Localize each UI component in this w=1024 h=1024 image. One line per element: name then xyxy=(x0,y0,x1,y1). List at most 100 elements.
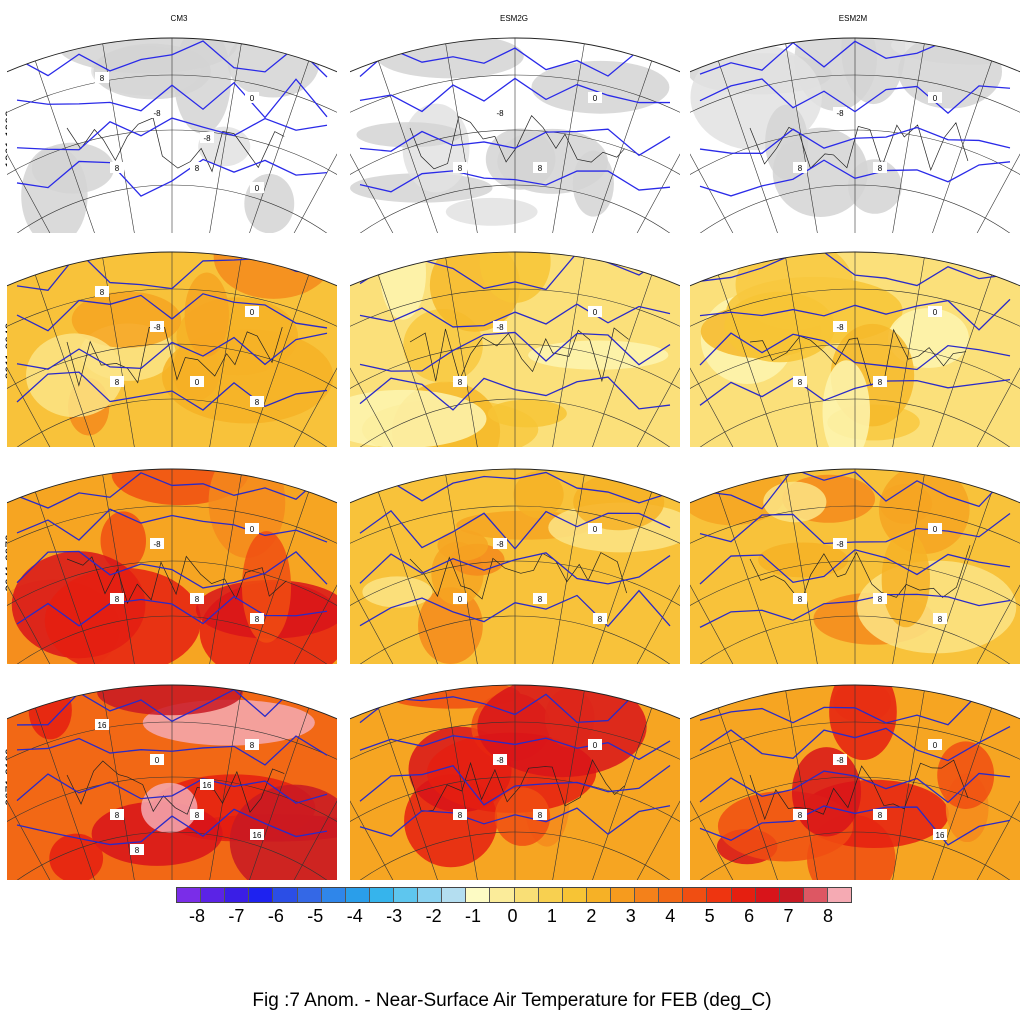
field-region xyxy=(49,833,104,880)
contour-label: 8 xyxy=(598,615,603,624)
contour-label: 8 xyxy=(538,811,543,820)
map-panel: 0 8 8 8 16 16 16 8 xyxy=(7,665,337,880)
colorbar-cell xyxy=(201,888,226,902)
contour-label: -8 xyxy=(836,756,844,765)
map-svg: -8 0 8 8 xyxy=(350,684,680,880)
map-svg: -8 0 8 8 xyxy=(690,37,1020,233)
contour-label: -8 xyxy=(836,323,844,332)
colorbar-cell xyxy=(827,888,852,902)
colorbar-cell xyxy=(755,888,780,902)
colorbar-cell xyxy=(177,888,202,902)
field-region xyxy=(528,340,669,370)
map-panel: -8 0 0 8 8 xyxy=(350,449,680,664)
colorbar-cell xyxy=(683,888,708,902)
map-svg: 0 8 8 8 16 16 16 8 xyxy=(7,684,337,880)
contour-label: 8 xyxy=(100,288,105,297)
colorbar-tick-label: -6 xyxy=(267,906,284,926)
colorbar-tick-label: 0 xyxy=(507,906,518,926)
column-title-cm3: CM3 xyxy=(170,14,188,23)
map-svg: -8 0 8 8 0 8 -8 xyxy=(7,37,337,233)
colorbar-tick-label: -1 xyxy=(465,906,482,926)
contour-label: 0 xyxy=(593,525,598,534)
contour-label: 0 xyxy=(250,94,255,103)
field-region xyxy=(229,784,337,880)
contour-label: 16 xyxy=(936,831,945,840)
colorbar-cell xyxy=(273,888,298,902)
field-region xyxy=(724,291,835,363)
field-region xyxy=(758,542,849,578)
map-panel: -8 0 8 8 8 xyxy=(690,449,1020,664)
field-region xyxy=(57,38,237,74)
colorbar-cell xyxy=(466,888,491,902)
colorbar-cell xyxy=(345,888,370,902)
contour-label: 0 xyxy=(250,308,255,317)
colorbar-cell xyxy=(369,888,394,902)
colorbar-cell xyxy=(586,888,611,902)
field-region xyxy=(184,272,229,357)
field-region xyxy=(362,576,433,608)
contour-label: 0 xyxy=(155,756,160,765)
colorbar-tick-label: -7 xyxy=(228,906,245,926)
map-panel: -8 0 8 8 0 8 -8 xyxy=(7,18,337,233)
column-title-esm2m: ESM2M xyxy=(838,14,868,23)
colorbar-cell xyxy=(490,888,515,902)
field-region xyxy=(477,685,647,778)
contour-label: 8 xyxy=(938,615,943,624)
map-svg: -8 0 8 8 8 xyxy=(690,468,1020,664)
field-region xyxy=(829,685,897,760)
contour-label: 8 xyxy=(195,811,200,820)
colorbar-tick-label: -2 xyxy=(425,906,442,926)
field-region xyxy=(100,511,147,571)
contour-label: 8 xyxy=(878,164,883,173)
field-region xyxy=(26,333,124,418)
contour-label: 8 xyxy=(878,811,883,820)
colorbar-tick-label: 8 xyxy=(822,906,833,926)
field-region xyxy=(227,38,320,98)
map-svg: -8 0 8 8 8 xyxy=(7,468,337,664)
contour-label: 8 xyxy=(255,615,260,624)
field-region xyxy=(141,782,198,833)
colorbar-cell xyxy=(803,888,828,902)
contour-label: 8 xyxy=(135,846,140,855)
contour-label: 8 xyxy=(115,378,120,387)
map-panel: -8 0 8 0 8 8 xyxy=(7,232,337,447)
contour-label: 0 xyxy=(593,94,598,103)
contour-label: 8 xyxy=(458,811,463,820)
field-region xyxy=(380,252,427,320)
field-region xyxy=(44,567,201,664)
colorbar-cell xyxy=(249,888,274,902)
map-panel: -8 0 8 8 xyxy=(690,18,1020,233)
field-region xyxy=(350,389,487,447)
colorbar-cell xyxy=(393,888,419,902)
field-region xyxy=(879,483,933,524)
map-svg: -8 0 0 8 8 xyxy=(350,468,680,664)
field-region xyxy=(356,122,462,148)
contour-label: 0 xyxy=(250,525,255,534)
map-svg: -8 0 8 8 xyxy=(690,251,1020,447)
map-svg: -8 0 8 8 xyxy=(350,37,680,233)
contour-label: 16 xyxy=(98,721,107,730)
field-region xyxy=(487,399,567,428)
map-panel: -8 0 8 8 16 xyxy=(690,665,1020,880)
contour-label: 8 xyxy=(798,378,803,387)
contour-label: 8 xyxy=(195,595,200,604)
contour-label: 8 xyxy=(115,164,120,173)
map-svg: -8 0 8 8 16 xyxy=(690,684,1020,880)
colorbar-tick-label: 6 xyxy=(744,906,755,926)
map-panel: -8 0 8 8 8 xyxy=(7,449,337,664)
contour-label: 0 xyxy=(195,378,200,387)
field-region xyxy=(445,197,538,226)
map-svg: -8 0 8 0 8 8 xyxy=(7,251,337,447)
colorbar-cell xyxy=(635,888,660,902)
colorbar-cell xyxy=(297,888,322,902)
contour-label: 0 xyxy=(593,741,598,750)
contour-label: 8 xyxy=(250,741,255,750)
colorbar-cell xyxy=(538,888,563,902)
colorbar-cell xyxy=(562,888,587,902)
contour-label: 8 xyxy=(458,164,463,173)
field-region xyxy=(437,529,489,561)
field-region xyxy=(937,741,995,809)
field-region xyxy=(28,685,72,740)
colorbar-tick-label: -5 xyxy=(307,906,324,926)
